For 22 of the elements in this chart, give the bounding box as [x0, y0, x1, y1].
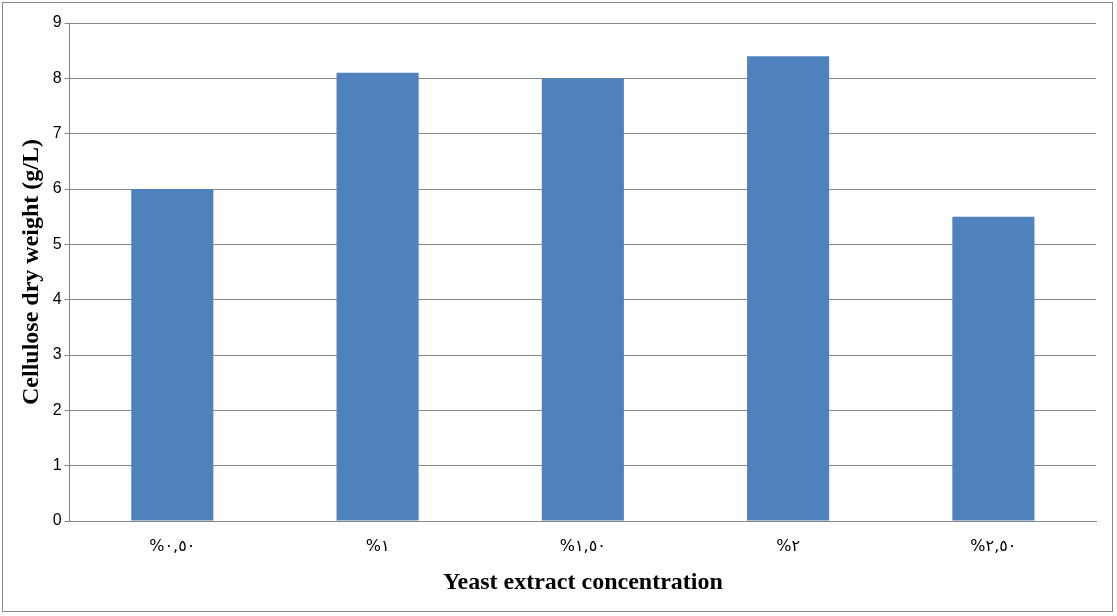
x-tick-label: %٢ — [776, 535, 801, 555]
y-tick-label: 8 — [52, 68, 62, 86]
y-tick-label: 7 — [52, 124, 62, 142]
x-tick-label: %٢,٥٠ — [970, 535, 1017, 555]
y-tick-label: 0 — [52, 511, 62, 529]
bar — [336, 72, 419, 521]
y-tick-label: 3 — [52, 345, 62, 363]
y-tick-label: 9 — [52, 13, 62, 31]
x-tick-label: %١,٥٠ — [559, 535, 606, 555]
bar — [747, 56, 830, 521]
y-tick-label: 2 — [52, 400, 62, 418]
x-tick-label: %٠,٥٠ — [149, 535, 196, 555]
bar — [131, 189, 214, 521]
y-tick-label: 5 — [52, 234, 62, 252]
y-tick-label: 1 — [52, 456, 62, 474]
bar — [952, 216, 1035, 521]
y-tick-label: 4 — [52, 290, 62, 308]
y-axis-title: Cellulose dry weight (g/L) — [16, 139, 43, 405]
x-axis-title: Yeast extract concentration — [442, 567, 723, 594]
y-tick-label: 6 — [52, 179, 62, 197]
bar — [541, 78, 624, 521]
x-tick-label: %١ — [365, 535, 390, 555]
